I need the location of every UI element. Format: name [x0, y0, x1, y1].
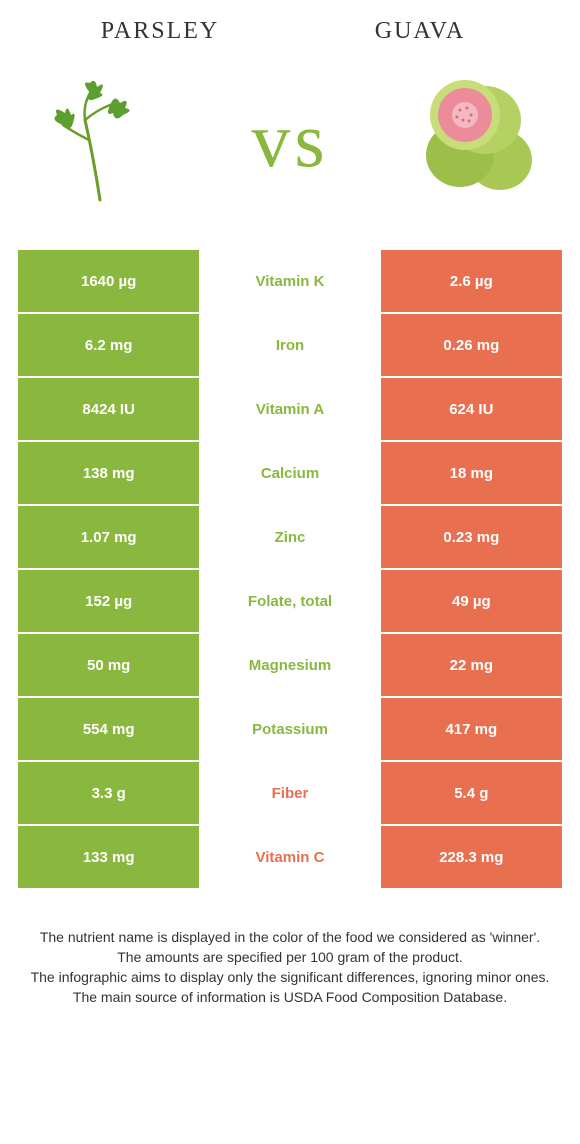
nutrient-label: Vitamin A: [199, 378, 380, 440]
right-value: 624 IU: [381, 378, 562, 440]
left-value: 554 mg: [18, 698, 199, 760]
footnote-line: The nutrient name is displayed in the co…: [22, 928, 558, 947]
table-row: 152 µgFolate, total49 µg: [18, 570, 562, 632]
parsley-icon: [20, 60, 180, 220]
footnote-line: The amounts are specified per 100 gram o…: [22, 948, 558, 967]
table-row: 6.2 mgIron0.26 mg: [18, 314, 562, 376]
images-row: vs: [0, 50, 580, 240]
left-value: 133 mg: [18, 826, 199, 888]
footnote-line: The infographic aims to display only the…: [22, 968, 558, 987]
left-value: 8424 IU: [18, 378, 199, 440]
table-row: 3.3 gFiber5.4 g: [18, 762, 562, 824]
table-row: 1.07 mgZinc0.23 mg: [18, 506, 562, 568]
nutrient-label: Vitamin K: [199, 250, 380, 312]
nutrient-label: Folate, total: [199, 570, 380, 632]
nutrient-label: Zinc: [199, 506, 380, 568]
nutrient-label: Fiber: [199, 762, 380, 824]
table-row: 554 mgPotassium417 mg: [18, 698, 562, 760]
table-row: 8424 IUVitamin A624 IU: [18, 378, 562, 440]
table-row: 133 mgVitamin C228.3 mg: [18, 826, 562, 888]
footnote-line: The main source of information is USDA F…: [22, 988, 558, 1007]
right-value: 0.26 mg: [381, 314, 562, 376]
footnotes: The nutrient name is displayed in the co…: [22, 928, 558, 1007]
right-value: 0.23 mg: [381, 506, 562, 568]
header: Parsley Guava: [0, 0, 580, 50]
right-value: 22 mg: [381, 634, 562, 696]
nutrient-label: Potassium: [199, 698, 380, 760]
table-row: 138 mgCalcium18 mg: [18, 442, 562, 504]
left-value: 50 mg: [18, 634, 199, 696]
left-value: 1640 µg: [18, 250, 199, 312]
right-value: 5.4 g: [381, 762, 562, 824]
left-value: 3.3 g: [18, 762, 199, 824]
right-food-title: Guava: [290, 18, 550, 45]
nutrient-label: Vitamin C: [199, 826, 380, 888]
right-value: 417 mg: [381, 698, 562, 760]
nutrient-label: Magnesium: [199, 634, 380, 696]
nutrient-label: Iron: [199, 314, 380, 376]
left-value: 152 µg: [18, 570, 199, 632]
right-value: 18 mg: [381, 442, 562, 504]
right-value: 49 µg: [381, 570, 562, 632]
left-value: 6.2 mg: [18, 314, 199, 376]
table-row: 50 mgMagnesium22 mg: [18, 634, 562, 696]
right-value: 2.6 µg: [381, 250, 562, 312]
comparison-table: 1640 µgVitamin K2.6 µg6.2 mgIron0.26 mg8…: [18, 250, 562, 888]
left-value: 138 mg: [18, 442, 199, 504]
left-value: 1.07 mg: [18, 506, 199, 568]
nutrient-label: Calcium: [199, 442, 380, 504]
left-food-title: Parsley: [30, 18, 290, 45]
vs-label: vs: [180, 95, 400, 185]
table-row: 1640 µgVitamin K2.6 µg: [18, 250, 562, 312]
guava-icon: [400, 60, 560, 220]
right-value: 228.3 mg: [381, 826, 562, 888]
